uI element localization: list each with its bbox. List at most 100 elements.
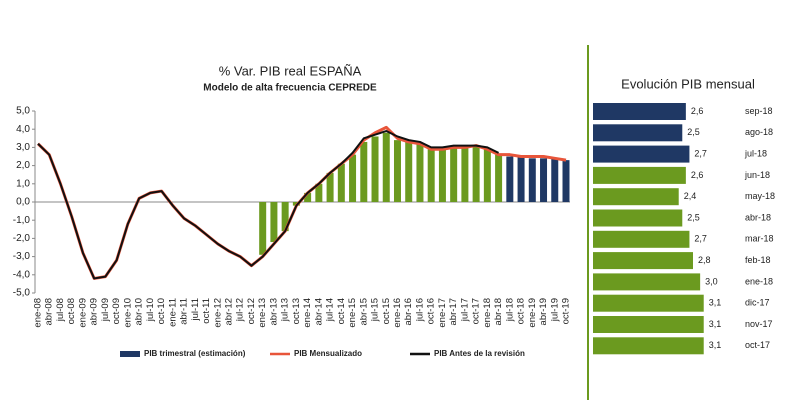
x-tick-label: ene-12: [212, 298, 223, 328]
x-tick-label: oct-14: [336, 298, 347, 324]
x-tick-label: oct-19: [561, 298, 572, 324]
x-tick-label: oct-09: [111, 298, 122, 324]
category-label: oct-17: [745, 340, 770, 350]
bar: [393, 140, 401, 202]
y-tick-label: 1,0: [16, 178, 30, 189]
x-tick-label: abr-09: [89, 298, 100, 325]
y-tick-label: -2,0: [13, 233, 31, 244]
x-tick-label: ene-09: [77, 298, 88, 328]
bar: [562, 160, 570, 202]
legend-label: PIB Mensualizado: [294, 349, 362, 358]
x-tick-label: jul-19: [549, 298, 560, 322]
value-label: 3,1: [709, 298, 722, 308]
x-tick-label: abr-10: [134, 298, 145, 325]
y-tick-label: -1,0: [13, 215, 31, 226]
bar: [517, 156, 525, 202]
x-tick-label: ene-19: [527, 298, 538, 328]
category-label: sep-18: [745, 106, 773, 116]
bar: [551, 158, 559, 202]
category-label: abr-18: [745, 212, 771, 222]
x-tick-label: ene-17: [437, 298, 448, 328]
x-tick-label: oct-12: [246, 298, 257, 324]
y-tick-label: -3,0: [13, 251, 31, 262]
category-label: mar-18: [745, 234, 774, 244]
value-label: 2,4: [684, 191, 697, 201]
bar: [304, 192, 312, 202]
x-tick-label: ene-11: [167, 298, 178, 327]
x-tick-label: oct-17: [471, 298, 482, 324]
x-tick-label: jul-18: [504, 298, 515, 322]
value-label: 2,5: [687, 127, 700, 137]
bar: [281, 202, 289, 232]
value-label: 2,7: [694, 148, 707, 158]
x-tick-label: jul-17: [459, 298, 470, 322]
value-label: 3,0: [705, 276, 718, 286]
y-tick-label: -4,0: [13, 269, 31, 280]
bar: [593, 145, 690, 163]
bar: [593, 337, 704, 355]
x-tick-label: ene-14: [302, 298, 313, 328]
value-label: 2,6: [691, 106, 704, 116]
bar: [270, 202, 278, 243]
bar: [593, 316, 704, 333]
x-tick-label: abr-18: [493, 298, 504, 325]
x-tick-label: oct-15: [381, 298, 392, 324]
category-label: ago-18: [745, 127, 773, 137]
bar: [382, 132, 390, 202]
category-label: jun-18: [744, 170, 770, 180]
x-tick-label: jul-10: [145, 298, 156, 322]
x-tick-label: abr-15: [358, 298, 369, 325]
bar: [371, 136, 379, 202]
value-label: 3,1: [709, 340, 722, 350]
y-tick-label: 5,0: [16, 106, 30, 117]
bar: [259, 202, 267, 255]
x-tick-label: abr-19: [538, 298, 549, 325]
category-label: nov-17: [745, 319, 773, 329]
y-tick-label: 3,0: [16, 142, 30, 153]
x-tick-label: ene-18: [482, 298, 493, 328]
bar: [593, 124, 683, 142]
value-label: 2,5: [687, 212, 700, 222]
x-tick-label: jul-13: [280, 298, 291, 322]
category-label: jul-18: [744, 148, 767, 158]
x-tick-label: abr-08: [44, 298, 55, 325]
legend-label: PIB trimestral (estimación): [144, 349, 246, 358]
x-tick-label: abr-12: [223, 298, 234, 325]
x-tick-label: jul-09: [100, 298, 111, 322]
x-tick-label: abr-17: [448, 298, 459, 325]
category-label: feb-18: [745, 255, 771, 265]
x-tick-label: ene-16: [392, 298, 403, 328]
bar: [593, 188, 679, 206]
legend-label: PIB Antes de la revisión: [434, 349, 525, 358]
x-tick-label: oct-13: [291, 298, 302, 324]
bar: [593, 252, 693, 270]
bar: [495, 154, 503, 202]
x-tick-label: oct-16: [426, 298, 437, 324]
category-label: dic-17: [745, 298, 770, 308]
bar: [540, 158, 548, 202]
bar: [483, 149, 491, 202]
value-label: 3,1: [709, 319, 722, 329]
y-tick-label: -5,0: [13, 288, 31, 299]
x-tick-label: abr-11: [179, 298, 190, 325]
x-tick-label: jul-11: [190, 298, 201, 322]
bar: [506, 156, 514, 202]
x-tick-label: abr-16: [403, 298, 414, 325]
chart-subtitle: Modelo de alta frecuencia CEPREDE: [203, 83, 377, 94]
x-tick-label: abr-14: [313, 298, 324, 325]
legend-swatch: [120, 351, 140, 357]
value-label: 2,6: [691, 170, 704, 180]
x-tick-label: jul-16: [414, 298, 425, 322]
y-tick-label: 4,0: [16, 124, 30, 135]
bar: [593, 294, 704, 312]
x-tick-label: ene-08: [33, 298, 44, 328]
bar: [472, 145, 480, 202]
category-label: ene-18: [745, 276, 773, 286]
bar: [593, 230, 690, 248]
value-label: 2,8: [698, 255, 711, 265]
category-label: may-18: [745, 191, 775, 201]
bar: [427, 149, 435, 202]
bar: [528, 158, 536, 202]
line: [37, 130, 500, 280]
